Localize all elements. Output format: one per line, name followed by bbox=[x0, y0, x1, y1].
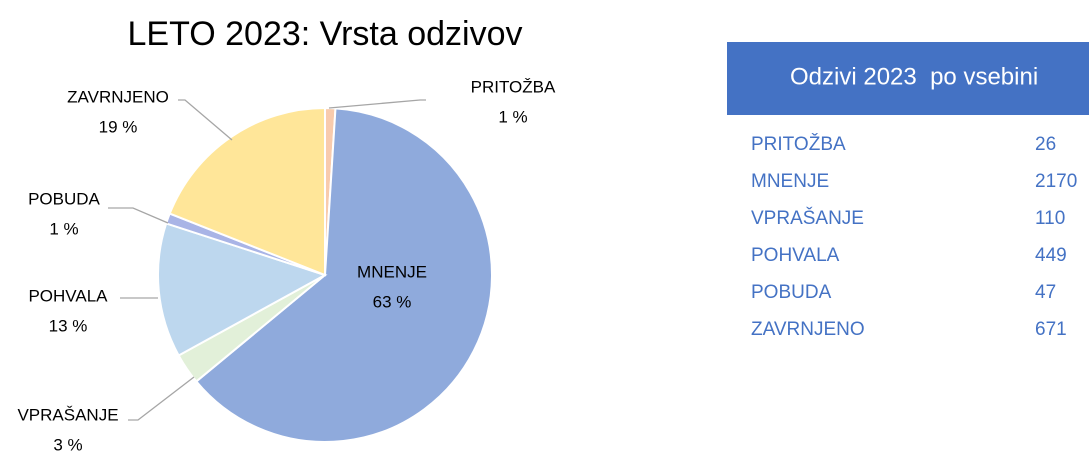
table-cell-count: 449 bbox=[1035, 245, 1067, 266]
table-cell-name: MNENJE bbox=[751, 171, 829, 192]
table-cell-count: 47 bbox=[1035, 282, 1056, 303]
leader-line bbox=[128, 376, 195, 421]
chart-title: LETO 2023: Vrsta odzivov bbox=[128, 15, 523, 53]
slice-value-label: 19 % bbox=[99, 117, 138, 136]
pie-slice bbox=[168, 106, 326, 277]
slice-value-label: 1 % bbox=[49, 219, 78, 238]
slice-label: POHVALA bbox=[28, 286, 108, 305]
slice-label: PRITOŽBA bbox=[471, 77, 556, 96]
table-cell-name: VPRAŠANJE bbox=[751, 207, 864, 229]
table-cell-count: 26 bbox=[1035, 134, 1056, 155]
table-header-bg bbox=[727, 42, 1089, 115]
table-cell-count: 2170 bbox=[1035, 171, 1077, 192]
pie-slice bbox=[157, 222, 328, 357]
slice-value-label: 13 % bbox=[49, 316, 88, 335]
slice-value-label: 3 % bbox=[53, 435, 82, 454]
table-cell-name: POBUDA bbox=[751, 282, 832, 303]
slice-value-label: 63 % bbox=[373, 292, 412, 311]
slice-label: ZAVRNJENO bbox=[67, 87, 169, 106]
leader-line bbox=[108, 207, 169, 224]
pie-slice bbox=[194, 107, 493, 443]
table-cell-count: 110 bbox=[1035, 208, 1065, 229]
slice-label: POBUDA bbox=[28, 189, 100, 208]
slice-value-label: 1 % bbox=[498, 107, 527, 126]
table-cell-name: POHVALA bbox=[751, 245, 840, 266]
table-header: Odzivi 2023 po vsebini bbox=[790, 63, 1038, 90]
table-cell-count: 671 bbox=[1035, 319, 1067, 340]
slice-label: VPRAŠANJE bbox=[17, 405, 118, 424]
leader-line bbox=[178, 99, 233, 141]
table-cell-name: ZAVRNJENO bbox=[751, 319, 865, 340]
slice-label: MNENJE bbox=[357, 262, 427, 281]
leader-line bbox=[328, 99, 426, 109]
table-cell-name: PRITOŽBA bbox=[751, 133, 846, 155]
